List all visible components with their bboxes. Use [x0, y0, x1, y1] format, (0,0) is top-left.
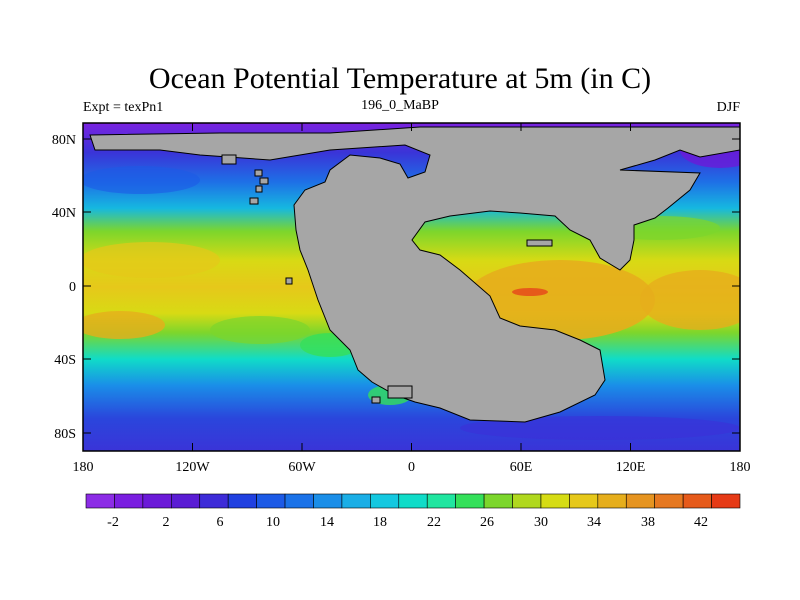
- colorbar-swatch: [682, 493, 712, 509]
- colorbar-label: 26: [480, 515, 494, 530]
- colorbar-label: 22: [427, 515, 441, 530]
- colorbar-swatch: [711, 493, 741, 509]
- colorbar-swatch: [85, 493, 115, 509]
- island-8: [371, 396, 381, 404]
- colorbar-label: -2: [107, 515, 119, 530]
- lat-tick-label: 40S: [54, 353, 76, 368]
- colorbar-label: 18: [373, 515, 387, 530]
- lon-tick-label: 60W: [288, 460, 316, 475]
- colorbar-swatch: [597, 493, 627, 509]
- lat-axis: 80N 40N 0 40S 80S: [52, 133, 740, 442]
- lon-tick-label: 120E: [616, 460, 646, 475]
- island-6: [526, 239, 553, 247]
- colorbar-swatch: [426, 493, 456, 509]
- lon-tick-label: 120W: [175, 460, 210, 475]
- lat-tick-label: 80N: [52, 133, 76, 148]
- experiment-label: Expt = texPn1: [83, 100, 164, 115]
- colorbar-swatch: [114, 493, 144, 509]
- lon-tick-label: 180: [730, 460, 751, 475]
- colorbar-swatch: [540, 493, 570, 509]
- colorbar-swatch: [199, 493, 229, 509]
- colorbar-label: 14: [320, 515, 334, 530]
- lat-tick-label: 0: [69, 280, 76, 295]
- colorbar-labels: -2 2 6 10 14 18 22 26 30 34 38 42: [107, 515, 708, 530]
- lat-tick-label: 80S: [54, 427, 76, 442]
- colorbar-swatch: [313, 493, 343, 509]
- lon-tick-label: 60E: [510, 460, 533, 475]
- colorbar-swatch: [142, 493, 172, 509]
- colorbar-swatch: [569, 493, 599, 509]
- season-label: DJF: [716, 100, 740, 115]
- colorbar-label: 2: [163, 515, 170, 530]
- island-3: [259, 177, 269, 185]
- lon-tick-label: 180: [73, 460, 94, 475]
- land-masses: [89, 126, 741, 423]
- island-2: [254, 169, 263, 177]
- colorbar-swatch: [455, 493, 485, 509]
- colorbar-swatch: [512, 493, 542, 509]
- island-9: [387, 385, 413, 399]
- colorbar-label: 34: [587, 515, 601, 530]
- island-1: [221, 154, 237, 165]
- colorbar-label: 30: [534, 515, 548, 530]
- colorbar-swatch: [654, 493, 684, 509]
- lon-tick-label: 0: [408, 460, 415, 475]
- lat-tick-label: 40N: [52, 206, 76, 221]
- colorbar: [85, 493, 741, 509]
- colorbar-label: 42: [694, 515, 708, 530]
- colorbar-swatch: [483, 493, 513, 509]
- colorbar-swatch: [370, 493, 400, 509]
- colorbar-swatch: [341, 493, 371, 509]
- pangea-main-landmass: [89, 126, 741, 423]
- colorbar-swatch: [284, 493, 314, 509]
- lon-axis: 180 120W 60W 0 60E 120E 180: [73, 123, 751, 475]
- island-5: [249, 197, 259, 205]
- colorbar-label: 10: [266, 515, 280, 530]
- time-label: 196_0_MaBP: [361, 98, 439, 113]
- colorbar-label: 6: [217, 515, 224, 530]
- colorbar-swatch: [227, 493, 257, 509]
- island-4: [255, 185, 263, 193]
- colorbar-swatch: [171, 493, 201, 509]
- colorbar-swatch: [256, 493, 286, 509]
- plot-title: Ocean Potential Temperature at 5m (in C): [148, 62, 652, 95]
- colorbar-swatch: [398, 493, 428, 509]
- island-7: [285, 277, 293, 285]
- colorbar-swatch: [625, 493, 655, 509]
- colorbar-label: 38: [641, 515, 655, 530]
